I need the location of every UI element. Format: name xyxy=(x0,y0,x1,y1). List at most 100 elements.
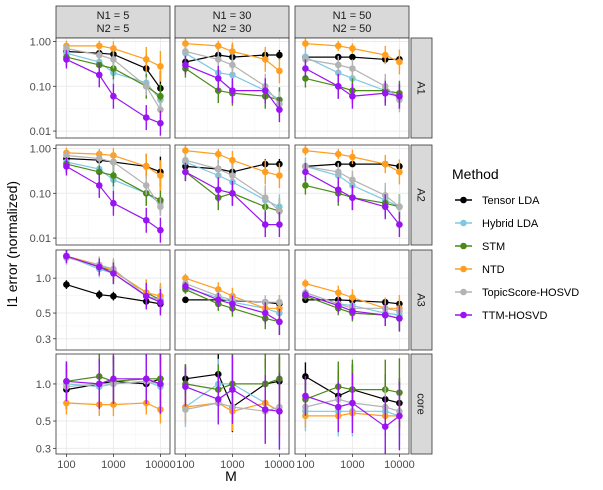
data-point xyxy=(110,172,117,179)
data-point xyxy=(182,383,189,390)
panel-border xyxy=(174,144,290,246)
data-point xyxy=(157,298,164,306)
data-point xyxy=(182,296,189,304)
col-strip-label: N2 = 5 xyxy=(97,23,130,35)
data-point xyxy=(142,163,150,170)
panel-core-n1-30 xyxy=(174,353,290,455)
y-tick-label: 1.00 xyxy=(30,144,51,156)
legend-key-point xyxy=(460,288,467,296)
data-point xyxy=(63,163,70,170)
data-point xyxy=(214,75,222,82)
x-tick-label: 1000 xyxy=(220,459,244,471)
data-point xyxy=(63,399,70,407)
legend-key-point xyxy=(460,311,467,319)
data-point xyxy=(110,270,117,277)
data-point xyxy=(110,199,117,207)
data-point xyxy=(182,48,189,55)
data-point xyxy=(261,194,269,201)
data-point xyxy=(110,158,117,166)
x-tick-label: 10000 xyxy=(145,459,176,471)
series-ttm-hosvd xyxy=(182,355,283,450)
data-point xyxy=(229,87,236,94)
data-point xyxy=(349,194,356,201)
series-topicscore-hosvd xyxy=(63,43,164,119)
y-tick-label: 0.01 xyxy=(30,126,51,138)
data-point xyxy=(157,92,164,100)
data-point xyxy=(276,407,283,415)
x-tick-label: 1000 xyxy=(101,459,125,471)
panel-border xyxy=(55,353,171,455)
row-strip-label: core xyxy=(415,393,427,414)
series-topicscore-hosvd xyxy=(63,150,164,216)
data-point xyxy=(334,186,342,194)
y-tick-label: 0.10 xyxy=(30,81,51,93)
panel-border xyxy=(174,353,290,455)
data-point xyxy=(63,252,70,260)
data-point xyxy=(349,307,356,315)
data-point xyxy=(95,155,103,162)
series-ttm-hosvd xyxy=(182,162,283,238)
data-point xyxy=(214,296,222,304)
data-point xyxy=(261,168,269,176)
legend-key-point xyxy=(460,196,467,204)
data-point xyxy=(182,274,189,282)
data-point xyxy=(334,168,342,176)
data-point xyxy=(95,71,103,79)
data-point xyxy=(182,40,189,47)
data-point xyxy=(182,61,189,69)
data-point xyxy=(276,51,283,59)
panel-a2-n1-30 xyxy=(174,144,290,246)
col-strip-label: N2 = 30 xyxy=(213,23,252,35)
legend-item-stm: STM xyxy=(455,241,505,253)
data-point xyxy=(157,119,164,127)
row-strip-label: A2 xyxy=(415,188,427,201)
data-point xyxy=(381,160,389,168)
data-point xyxy=(214,186,222,194)
data-point xyxy=(229,190,236,197)
data-point xyxy=(157,380,164,388)
panel-border xyxy=(55,37,171,139)
series-ttm-hosvd xyxy=(302,59,403,109)
data-point xyxy=(349,92,356,100)
legend-label: STM xyxy=(482,241,505,253)
data-point xyxy=(349,399,356,407)
panel-border xyxy=(294,144,410,246)
data-point xyxy=(381,423,389,430)
data-point xyxy=(229,386,236,393)
data-point xyxy=(302,75,309,82)
panel-a1-n1-30 xyxy=(174,37,290,139)
series-ttm-hosvd xyxy=(63,250,164,316)
data-point xyxy=(349,294,356,301)
data-point xyxy=(110,56,117,63)
data-point xyxy=(302,291,309,299)
panel-border xyxy=(294,37,410,139)
data-point xyxy=(302,168,309,176)
series-ttm-hosvd xyxy=(63,157,164,243)
data-point xyxy=(214,56,222,63)
y-tick-label: 1.0 xyxy=(36,273,51,285)
col-strip-box xyxy=(55,5,171,39)
data-point xyxy=(214,42,222,50)
data-point xyxy=(110,92,117,100)
data-point xyxy=(276,221,283,228)
data-point xyxy=(276,67,283,75)
row-strip-label: A1 xyxy=(415,81,427,94)
row-strip-box xyxy=(410,144,433,246)
legend-item-ttm-hosvd: TTM-HOSVD xyxy=(455,310,547,322)
data-point xyxy=(157,172,164,179)
data-point xyxy=(182,406,189,413)
panel-border xyxy=(174,37,290,139)
data-point xyxy=(302,65,309,72)
panel-core-n1-50 xyxy=(294,353,410,455)
data-point xyxy=(95,168,103,176)
data-point xyxy=(334,150,342,158)
panel-a1-n1-5 xyxy=(55,37,171,139)
data-point xyxy=(276,106,283,114)
series-ntd xyxy=(302,145,403,185)
data-point xyxy=(214,286,222,293)
y-tick-label: 0.3 xyxy=(36,443,51,455)
row-strip-box xyxy=(410,37,433,139)
